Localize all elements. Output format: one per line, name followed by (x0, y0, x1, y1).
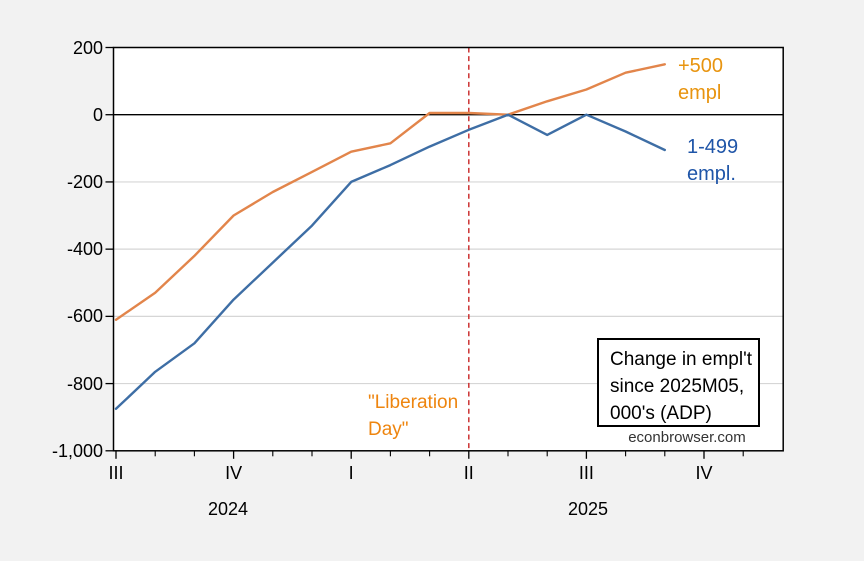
x-tick-label: III (108, 463, 124, 483)
x-tick-label: III (578, 463, 594, 483)
annotation-box: Change in empl't since 2025M05, 000's (A… (597, 338, 760, 427)
watermark-econbrowser: econbrowser.com (628, 429, 746, 446)
liberation-day-line1: "Liberation (368, 392, 459, 413)
x-tick-label: I (348, 463, 354, 483)
x-tick-label: IV (695, 463, 713, 483)
series-label-line: 1-499 (687, 136, 739, 158)
y-tick-label: -800 (66, 373, 103, 394)
annotation-line: since 2025M05, (610, 376, 745, 397)
y-tick-label: 0 (92, 104, 103, 125)
series-line-plus500 (114, 63, 666, 321)
annotation-line: Change in empl't (610, 349, 752, 370)
year-label-2024: 2024 (207, 499, 249, 519)
series-line-1-499 (114, 113, 666, 410)
series-label-line: empl (678, 82, 722, 104)
series-label-line: empl. (687, 163, 736, 185)
y-tick-label: -600 (66, 306, 103, 327)
x-tick-label: II (463, 463, 474, 483)
series-label-1-499: 1-499 empl. (687, 134, 738, 188)
x-tick-label: IV (225, 463, 243, 483)
y-tick-label: -1,000 (51, 440, 103, 461)
liberation-day-label: "Liberation Day" (368, 389, 458, 443)
series-label-plus500: +500 empl (678, 53, 723, 107)
y-tick-label: -400 (66, 239, 103, 260)
year-label-2025: 2025 (567, 499, 609, 519)
annotation-line: 000's (ADP) (610, 403, 712, 424)
series-label-line: +500 (678, 55, 724, 77)
y-tick-label: -200 (66, 171, 103, 192)
y-tick-label: 200 (72, 37, 103, 58)
liberation-day-line2: Day" (368, 419, 409, 440)
